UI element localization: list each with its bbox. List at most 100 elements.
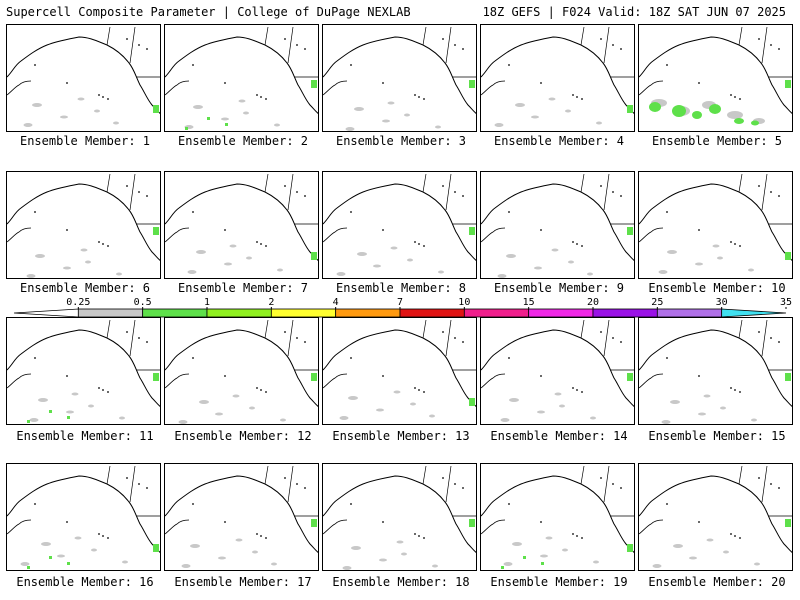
- island-dot: [612, 44, 614, 46]
- scp-gray-patch: [531, 115, 539, 119]
- member-map-panel: [164, 171, 319, 279]
- scp-gray-patch: [540, 554, 548, 558]
- political-border: [422, 173, 476, 225]
- scp-gray-patch: [94, 109, 100, 113]
- scp-gray-patch: [119, 416, 125, 420]
- island-dot: [423, 391, 425, 393]
- scp-gray-patch: [754, 562, 760, 566]
- island-dot: [138, 337, 140, 339]
- island-dot: [620, 341, 622, 343]
- scp-gray-patch: [232, 394, 240, 398]
- scp-gray-patch: [113, 121, 119, 125]
- island-dot: [382, 82, 384, 84]
- coastline: [165, 475, 318, 554]
- colorbar-tick-label: 10: [458, 297, 470, 308]
- member-map: [165, 173, 318, 274]
- political-border: [738, 173, 792, 225]
- member-map-panel: [480, 24, 635, 132]
- scp-green-patch: [153, 105, 159, 113]
- scp-green-patch: [469, 398, 475, 406]
- scp-gray-patch: [235, 538, 243, 542]
- island-dot: [224, 229, 226, 231]
- island-dot: [265, 537, 267, 539]
- scp-green-patch: [785, 373, 791, 381]
- scp-gray-patch: [181, 564, 191, 568]
- member-label: Ensemble Member: 10: [648, 281, 786, 295]
- island-dot: [66, 82, 68, 84]
- island-dot: [739, 98, 741, 100]
- island-dot: [698, 521, 700, 523]
- member-map-panel: [6, 317, 161, 425]
- island-dot: [423, 537, 425, 539]
- political-border: [264, 173, 318, 225]
- island-dot: [107, 98, 109, 100]
- coastline: [323, 183, 476, 262]
- island-dot: [572, 533, 574, 535]
- island-dot: [304, 195, 306, 197]
- island-dot: [66, 229, 68, 231]
- island-dot: [666, 357, 668, 359]
- island-dot: [778, 341, 780, 343]
- island-dot: [126, 331, 128, 333]
- scp-green-patch: [311, 252, 317, 260]
- island-dot: [572, 241, 574, 243]
- scp-gray-patch: [91, 548, 97, 552]
- island-chain: [165, 519, 190, 535]
- scp-gray-patch: [568, 260, 574, 264]
- scp-gray-patch: [673, 544, 683, 548]
- island-dot: [256, 533, 258, 535]
- scp-green-patch: [627, 227, 633, 235]
- colorbar-swatch: [13, 308, 79, 318]
- coastline: [165, 36, 318, 115]
- political-border: [422, 465, 476, 517]
- island-dot: [778, 487, 780, 489]
- island-dot: [34, 64, 36, 66]
- scp-gray-patch: [727, 111, 743, 119]
- member-map-panel: [164, 463, 319, 571]
- colorbar-tick-label: 1: [204, 297, 210, 308]
- chart-title: Supercell Composite Parameter | College …: [6, 5, 411, 19]
- scp-gray-patch: [652, 564, 662, 568]
- island-dot: [98, 387, 100, 389]
- island-dot: [98, 94, 100, 96]
- member-label: Ensemble Member: 17: [174, 575, 312, 589]
- island-dot: [138, 483, 140, 485]
- member-map-panel: [322, 317, 477, 425]
- island-dot: [730, 94, 732, 96]
- scp-gray-patch: [748, 268, 754, 272]
- island-dot: [600, 477, 602, 479]
- scp-green-patch: [751, 120, 759, 126]
- scp-gray-patch: [382, 119, 390, 123]
- scp-gray-patch: [20, 562, 30, 566]
- scp-gray-patch: [387, 101, 395, 105]
- island-dot: [265, 245, 267, 247]
- political-border: [264, 319, 318, 371]
- island-dot: [138, 191, 140, 193]
- scp-green-patch: [692, 111, 702, 119]
- colorbar-tick-label: 35: [780, 297, 792, 308]
- island-dot: [462, 195, 464, 197]
- island-dot: [102, 389, 104, 391]
- island-dot: [256, 241, 258, 243]
- scp-gray-patch: [587, 272, 593, 276]
- political-border: [106, 26, 160, 78]
- member-map-panel: [638, 24, 793, 132]
- scp-gray-patch: [658, 270, 668, 274]
- scp-gray-patch: [703, 394, 711, 398]
- island-dot: [730, 241, 732, 243]
- scp-gray-patch: [199, 400, 209, 404]
- colorbar-tick-label: 2: [268, 297, 274, 308]
- scp-gray-patch: [38, 398, 48, 402]
- island-dot: [98, 241, 100, 243]
- coastline: [481, 329, 634, 408]
- scp-gray-patch: [500, 418, 510, 422]
- island-chain: [481, 80, 506, 96]
- island-dot: [666, 64, 668, 66]
- scp-gray-patch: [351, 546, 361, 550]
- member-label: Ensemble Member: 6: [19, 281, 151, 295]
- coastline: [639, 183, 792, 262]
- scp-gray-patch: [80, 248, 88, 252]
- member-label: Ensemble Member: 20: [648, 575, 786, 589]
- coastline: [165, 183, 318, 262]
- island-dot: [350, 64, 352, 66]
